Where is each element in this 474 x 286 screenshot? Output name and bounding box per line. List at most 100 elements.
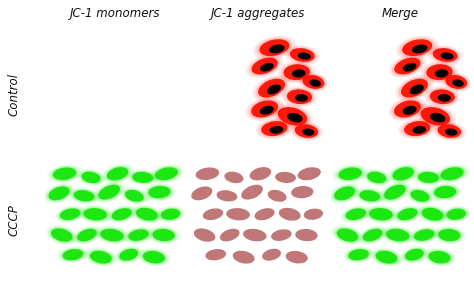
Ellipse shape: [435, 227, 464, 243]
Ellipse shape: [78, 205, 113, 223]
Ellipse shape: [427, 250, 452, 264]
Ellipse shape: [203, 208, 223, 220]
Ellipse shape: [151, 228, 176, 242]
Ellipse shape: [445, 208, 467, 221]
Ellipse shape: [423, 248, 456, 267]
Ellipse shape: [386, 229, 410, 241]
Ellipse shape: [125, 190, 144, 202]
Ellipse shape: [48, 227, 76, 244]
Ellipse shape: [43, 183, 75, 204]
Ellipse shape: [372, 249, 401, 266]
Ellipse shape: [93, 181, 126, 203]
Ellipse shape: [410, 84, 424, 94]
Ellipse shape: [153, 166, 180, 181]
Ellipse shape: [418, 172, 439, 183]
Ellipse shape: [295, 229, 318, 241]
Ellipse shape: [125, 227, 152, 243]
Ellipse shape: [194, 229, 215, 242]
Ellipse shape: [419, 206, 447, 223]
Ellipse shape: [337, 229, 358, 242]
Ellipse shape: [427, 88, 457, 106]
Ellipse shape: [278, 61, 315, 83]
Ellipse shape: [360, 227, 385, 243]
Ellipse shape: [84, 247, 117, 267]
Ellipse shape: [398, 77, 430, 100]
Ellipse shape: [48, 186, 70, 200]
Ellipse shape: [430, 184, 460, 200]
Ellipse shape: [69, 187, 100, 204]
Ellipse shape: [381, 182, 409, 202]
Ellipse shape: [433, 48, 457, 62]
Ellipse shape: [366, 171, 388, 184]
Ellipse shape: [384, 185, 406, 200]
Ellipse shape: [445, 75, 467, 89]
Ellipse shape: [139, 249, 168, 265]
Ellipse shape: [243, 229, 266, 241]
Ellipse shape: [394, 100, 421, 118]
Ellipse shape: [137, 248, 171, 267]
Ellipse shape: [414, 229, 434, 241]
Ellipse shape: [132, 172, 153, 183]
Ellipse shape: [272, 103, 313, 129]
Ellipse shape: [399, 37, 435, 58]
Ellipse shape: [77, 229, 97, 241]
Ellipse shape: [57, 246, 89, 263]
Ellipse shape: [430, 89, 455, 104]
Ellipse shape: [49, 166, 80, 182]
Ellipse shape: [420, 207, 445, 222]
Ellipse shape: [226, 208, 250, 221]
Ellipse shape: [292, 69, 306, 78]
Ellipse shape: [445, 128, 457, 136]
Ellipse shape: [259, 120, 290, 138]
Ellipse shape: [156, 206, 185, 223]
Ellipse shape: [267, 84, 281, 94]
Ellipse shape: [282, 86, 317, 107]
Ellipse shape: [440, 167, 464, 180]
Ellipse shape: [374, 250, 399, 265]
Ellipse shape: [438, 229, 460, 241]
Ellipse shape: [55, 205, 85, 223]
Ellipse shape: [270, 126, 283, 134]
Ellipse shape: [107, 167, 128, 180]
Ellipse shape: [286, 251, 308, 263]
Ellipse shape: [130, 204, 163, 224]
Ellipse shape: [252, 57, 278, 74]
Ellipse shape: [115, 246, 143, 264]
Ellipse shape: [123, 226, 154, 244]
Ellipse shape: [447, 208, 466, 220]
Ellipse shape: [346, 248, 371, 261]
Ellipse shape: [358, 189, 382, 202]
Ellipse shape: [363, 229, 383, 241]
Ellipse shape: [291, 186, 313, 198]
Ellipse shape: [441, 52, 454, 60]
Ellipse shape: [439, 166, 465, 181]
Ellipse shape: [441, 72, 472, 92]
Ellipse shape: [249, 56, 280, 76]
Ellipse shape: [72, 226, 101, 245]
Ellipse shape: [259, 39, 289, 56]
Ellipse shape: [405, 249, 424, 261]
Ellipse shape: [442, 206, 471, 223]
Ellipse shape: [375, 251, 397, 264]
Ellipse shape: [389, 165, 417, 182]
Ellipse shape: [335, 227, 360, 243]
Ellipse shape: [329, 183, 360, 204]
Ellipse shape: [399, 118, 436, 139]
Ellipse shape: [133, 206, 161, 223]
Ellipse shape: [82, 172, 100, 183]
Ellipse shape: [51, 229, 73, 242]
Ellipse shape: [124, 189, 145, 203]
Ellipse shape: [251, 100, 278, 118]
Ellipse shape: [51, 166, 78, 181]
Ellipse shape: [452, 80, 464, 87]
Ellipse shape: [61, 248, 85, 261]
Ellipse shape: [391, 166, 416, 181]
Ellipse shape: [333, 164, 368, 183]
Ellipse shape: [408, 188, 432, 204]
Ellipse shape: [392, 205, 422, 223]
Ellipse shape: [60, 208, 81, 220]
Ellipse shape: [298, 167, 321, 180]
Ellipse shape: [444, 207, 469, 222]
Ellipse shape: [344, 208, 367, 221]
Ellipse shape: [346, 208, 366, 220]
